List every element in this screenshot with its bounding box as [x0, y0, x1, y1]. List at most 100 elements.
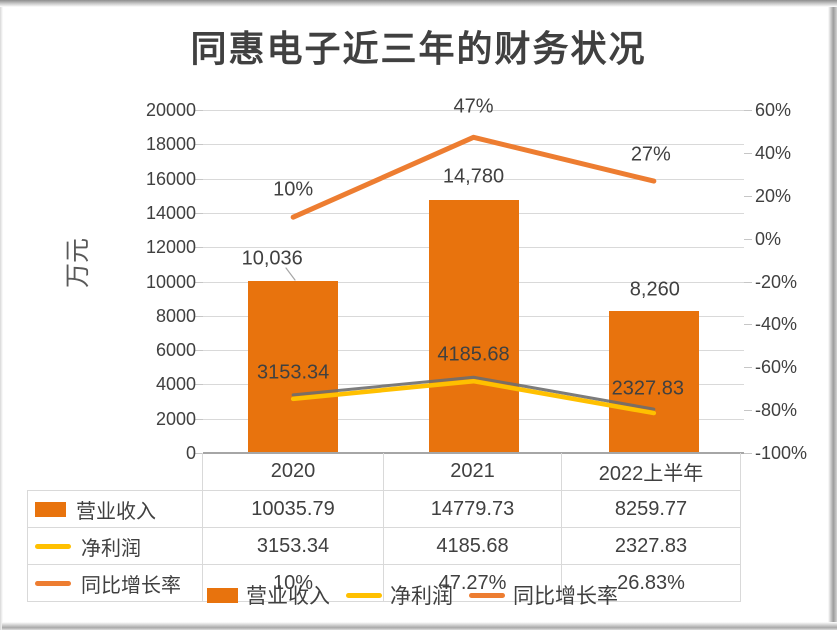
left-axis-tick	[195, 247, 203, 249]
data-label-revenue: 14,780	[442, 165, 505, 188]
left-axis-tick	[195, 315, 203, 317]
chart-title: 同惠电子近三年的财务状况	[190, 29, 647, 69]
legend-label: 同比增长率	[513, 584, 618, 608]
right-axis-tick	[744, 152, 752, 154]
data-label-net-profit: 4185.68	[437, 343, 510, 366]
table-cell-growth-2022h1: 26.83%	[562, 565, 741, 602]
net-profit-line	[290, 378, 657, 416]
gridline	[203, 178, 744, 180]
table-col-header-2020: 2020	[203, 453, 384, 491]
frame-edge	[0, 3, 3, 630]
right-axis-tick-label: -100%	[755, 443, 808, 463]
table-corner-cell	[27, 453, 203, 491]
gridline	[203, 144, 744, 146]
left-axis-title: 万元	[65, 238, 92, 289]
legend-orange-line-swatch-icon	[469, 592, 505, 598]
gridline	[203, 110, 744, 111]
legend-label: 营业收入	[246, 584, 330, 608]
right-axis-tick	[744, 281, 752, 283]
table-cell-revenue-2020: 10035.79	[203, 491, 384, 528]
right-axis-tick	[744, 324, 752, 326]
left-axis-tick-label: 10000	[145, 271, 196, 292]
left-axis-tick-label: 12000	[145, 237, 196, 258]
right-axis-tick	[744, 410, 752, 412]
table-cell-net-profit-2022h1: 2327.83	[562, 528, 741, 565]
table-col-header-2022h1: 2022上半年	[562, 453, 741, 491]
data-label-net-profit: 3153.34	[257, 361, 330, 384]
table-col-header-2021: 2021	[384, 453, 562, 491]
left-axis-tick-label: 4000	[155, 374, 196, 395]
left-axis-tick-label: 0	[185, 443, 196, 463]
left-axis-tick	[195, 212, 203, 214]
data-label-net-profit: 2327.83	[611, 377, 684, 400]
legend-key-gold-line-icon	[35, 543, 71, 549]
bar-revenue-2022上半年	[608, 311, 699, 453]
table-row-label: 净利润	[81, 537, 141, 560]
table-row-label: 同比增长率	[81, 574, 181, 597]
data-table: 2020 2021 2022上半年 营业收入 10035.79 14779.73…	[27, 453, 741, 602]
data-label-growth-rate: 10%	[273, 178, 314, 201]
frame-edge	[828, 3, 837, 630]
left-axis-tick-label: 14000	[145, 202, 196, 223]
series-lines-svg	[285, 134, 657, 416]
left-axis-tick	[195, 110, 203, 111]
left-axis-tick-label: 2000	[155, 408, 196, 429]
growth-rate-line	[290, 134, 657, 220]
net-profit-line-shadow	[291, 375, 656, 411]
left-axis-tick	[195, 144, 203, 146]
data-label-growth-rate: 47%	[453, 95, 494, 118]
left-axis-tick	[195, 384, 203, 386]
table-row-label: 营业收入	[76, 500, 156, 523]
right-axis-tick	[744, 453, 752, 454]
legend-bar-swatch-icon	[207, 587, 238, 603]
table-cell-revenue-2022h1: 8259.77	[562, 491, 741, 528]
right-axis-tick-label: 0%	[755, 228, 782, 249]
legend-key-orange-line-icon	[35, 580, 71, 586]
right-axis-tick-label: 40%	[755, 142, 792, 163]
bar-revenue-2021	[428, 199, 519, 453]
left-axis-tick	[195, 418, 203, 420]
left-axis-tick-label: 8000	[155, 305, 196, 326]
right-axis-tick-label: -40%	[755, 314, 798, 335]
left-axis-tick	[195, 178, 203, 180]
legend-item-growth-rate: 同比增长率	[469, 580, 618, 610]
plot-area: 20000 18000 16000 14000 12000 10000 8000 6000 40…	[146, 96, 807, 463]
data-label-revenue: 10,036	[241, 247, 303, 270]
table-row-header-net-profit: 净利润	[27, 528, 203, 565]
table-cell-growth-2020: 10%	[203, 565, 384, 602]
table-cell-net-profit-2021: 4185.68	[384, 528, 562, 565]
table-cell-growth-2021: 47.27%	[384, 565, 562, 602]
x-axis-line	[203, 452, 744, 454]
right-axis-tick	[744, 238, 752, 240]
data-label-growth-rate: 27%	[630, 143, 671, 166]
right-axis-tick-label: -80%	[755, 400, 798, 421]
left-axis-tick-label: 20000	[145, 100, 196, 120]
left-axis-tick-label: 18000	[145, 134, 196, 155]
table-cell-net-profit-2020: 3153.34	[203, 528, 384, 565]
table-row-header-growth-rate: 同比增长率	[27, 565, 203, 602]
data-label-revenue: 8,260	[629, 278, 680, 301]
table-row-header-revenue: 营业收入	[27, 491, 203, 528]
legend-label: 净利润	[390, 584, 453, 608]
frame-edge	[0, 0, 837, 7]
left-axis-tick	[195, 281, 203, 283]
bar-revenue-2020	[248, 280, 339, 453]
frame-edge	[2, 622, 837, 630]
legend-item-revenue: 营业收入	[207, 580, 330, 610]
right-axis-tick-label: -20%	[755, 271, 798, 292]
right-axis-tick	[744, 195, 752, 197]
left-axis-tick	[195, 350, 203, 352]
chart-legend: 营业收入 净利润 同比增长率	[207, 582, 618, 608]
right-axis-tick	[744, 110, 752, 111]
left-axis-tick-label: 16000	[145, 168, 196, 189]
bar-label-leader-line	[285, 267, 296, 281]
left-axis-tick	[195, 453, 203, 454]
left-axis-tick-label: 6000	[155, 340, 196, 361]
legend-key-bar-icon	[35, 501, 66, 517]
right-axis-tick-label: 60%	[755, 100, 792, 120]
right-axis-tick-label: -60%	[755, 357, 798, 378]
right-axis-tick	[744, 367, 752, 369]
legend-item-net-profit: 净利润	[346, 580, 453, 610]
right-axis-tick-label: 20%	[755, 185, 792, 206]
